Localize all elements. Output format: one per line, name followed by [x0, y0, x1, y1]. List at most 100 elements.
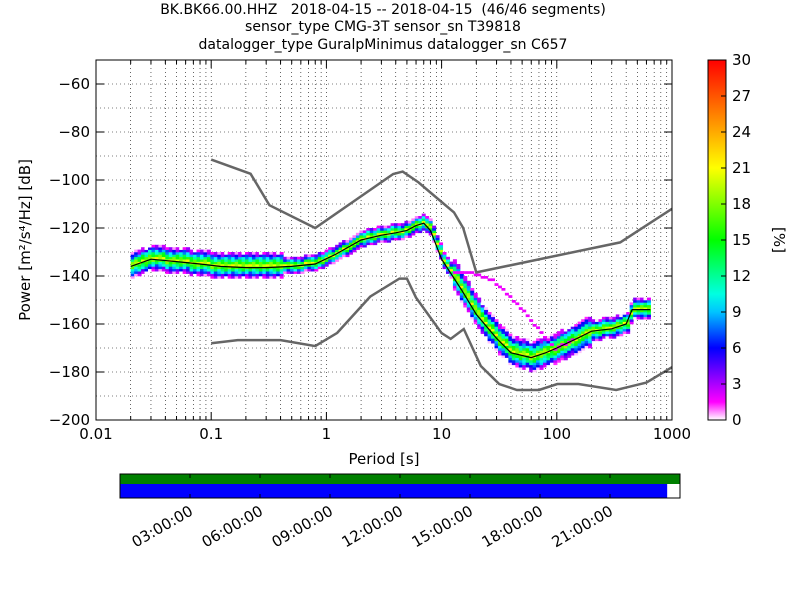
- x-axis: 0.01 0.1 1 10 100 1000 Period [s]: [79, 60, 691, 468]
- ppsd-cell: [487, 333, 492, 337]
- ppsd-cell: [581, 326, 586, 330]
- ppsd-cell: [151, 256, 156, 260]
- ppsd-cell: [484, 326, 489, 330]
- ppsd-cell: [390, 225, 395, 229]
- ppsd-cell: [366, 230, 371, 234]
- ppsd-cell: [525, 362, 530, 366]
- ppsd-cell: [161, 247, 166, 250]
- ppsd-cell: [359, 232, 364, 236]
- ppsd-cell: [511, 343, 516, 346]
- ppsd-cell: [314, 266, 319, 270]
- ppsd-cell: [324, 252, 329, 255]
- ppsd-cell: [480, 319, 485, 322]
- ppsd-cell: [258, 264, 263, 267]
- ppsd-cell: [588, 336, 593, 339]
- ppsd-cell: [255, 254, 260, 258]
- ppsd-cell: [608, 321, 613, 325]
- ppsd-cell: [251, 256, 256, 260]
- ppsd-cell: [283, 259, 288, 262]
- ppsd-cell: [563, 352, 568, 356]
- ppsd-cell: [255, 264, 260, 267]
- ppsd-cell: [608, 331, 613, 334]
- ppsd-cell: [238, 271, 243, 274]
- ppsd-cell: [560, 340, 565, 344]
- ppsd-cell: [359, 242, 364, 246]
- ppsd-cell: [158, 266, 163, 270]
- ppsd-cell: [473, 302, 478, 306]
- ppsd-cell: [511, 357, 516, 361]
- ppsd-cell: [543, 340, 547, 344]
- ppsd-cell: [584, 328, 589, 332]
- ppsd-cell: [577, 333, 582, 337]
- ppsd-cell: [165, 254, 170, 258]
- ppsd-cell: [435, 244, 440, 248]
- ppsd-cell: [608, 324, 613, 327]
- ppsd-cell: [560, 338, 565, 342]
- ppsd-cell: [262, 256, 267, 260]
- ppsd-cell: [276, 266, 281, 270]
- ppsd-cell: [411, 223, 416, 226]
- ppsd-cell: [515, 336, 520, 339]
- ppsd-cell: [137, 254, 142, 258]
- ppsd-cell: [241, 261, 246, 265]
- ppsd-cell: [245, 254, 249, 258]
- ppsd-cell: [553, 357, 558, 361]
- ppsd-cell: [574, 345, 579, 349]
- ppsd-cell: [515, 362, 520, 366]
- ppsd-cell: [206, 261, 211, 265]
- ppsd-cell: [227, 268, 232, 272]
- ppsd-cell: [529, 355, 534, 358]
- ppsd-cell: [175, 252, 180, 255]
- ppsd-cell: [293, 271, 298, 274]
- ppsd-cell: [227, 261, 232, 265]
- ppsd-cell: [307, 268, 312, 272]
- ppsd-cell: [137, 256, 142, 260]
- ppsd-cell: [227, 252, 232, 255]
- ppsd-cell: [182, 271, 187, 274]
- ppsd-cell: [193, 266, 198, 270]
- ppsd-cell: [272, 252, 277, 255]
- ppsd-cell: [563, 331, 568, 334]
- ppsd-cell: [553, 352, 558, 356]
- ppsd-cell: [480, 309, 485, 313]
- ppsd-cell: [470, 290, 475, 294]
- ppsd-cell: [525, 367, 530, 370]
- ppsd-cell: [463, 283, 468, 286]
- ppsd-cell: [508, 352, 513, 356]
- ppsd-cell: [633, 316, 638, 320]
- ppsd-cell: [529, 357, 534, 361]
- ppsd-cell: [570, 324, 575, 327]
- colorbar: 0 3 6 9 12 15 18 21 24 27 30 [%]: [707, 51, 788, 429]
- ppsd-cell: [380, 240, 385, 243]
- ppsd-cell: [324, 254, 329, 258]
- ppsd-cell: [355, 242, 360, 246]
- ppsd-cell: [203, 254, 208, 258]
- ppsd-cell: [269, 273, 274, 277]
- ppsd-cell: [432, 225, 437, 229]
- ppsd-cell: [203, 252, 208, 255]
- ppsd-cell: [494, 328, 499, 332]
- ppsd-cell: [189, 252, 194, 255]
- ppsd-cell: [224, 259, 229, 262]
- ppsd-cell: [193, 249, 198, 253]
- ppsd-cell: [511, 348, 516, 351]
- ppsd-cell: [175, 271, 180, 274]
- ppsd-cell: [397, 225, 402, 229]
- ppsd-cell: [248, 259, 253, 262]
- ppsd-cell: [629, 307, 634, 310]
- y-tick-label: −200: [49, 411, 90, 429]
- ppsd-cell: [543, 352, 547, 356]
- ppsd-cell: [612, 333, 617, 337]
- ppsd-cell: [234, 268, 239, 272]
- ppsd-cell: [591, 331, 596, 334]
- ppsd-cell: [255, 261, 260, 265]
- ppsd-cell: [251, 271, 256, 274]
- ppsd-cell: [518, 367, 523, 370]
- ppsd-cell: [504, 343, 509, 346]
- ppsd-cell: [456, 273, 461, 277]
- ppsd-cell: [591, 319, 596, 322]
- ppsd-cell: [470, 312, 475, 315]
- ppsd-cell: [269, 276, 274, 279]
- ppsd-cell: [390, 232, 395, 236]
